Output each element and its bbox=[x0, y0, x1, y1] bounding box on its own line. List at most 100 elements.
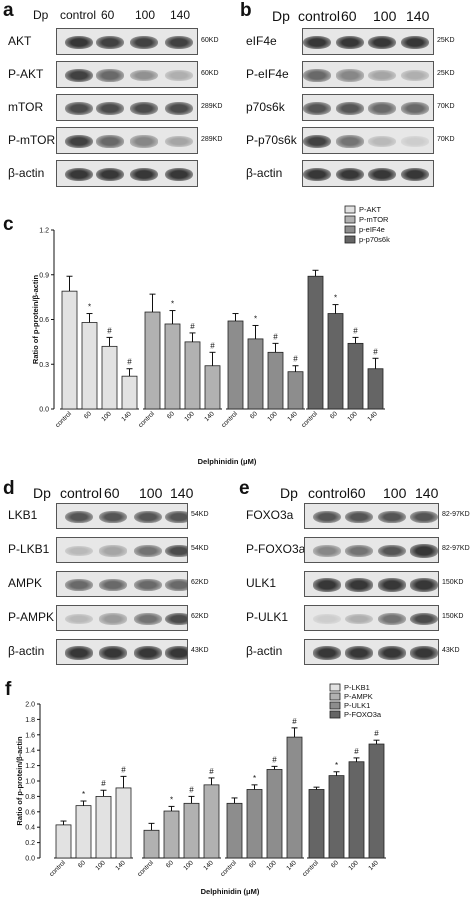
dose-header: 60 bbox=[350, 485, 366, 501]
protein-band bbox=[401, 69, 429, 82]
blot-strip bbox=[304, 503, 439, 529]
bar bbox=[227, 320, 244, 410]
protein-band bbox=[65, 35, 93, 50]
dose-label: Dp bbox=[33, 485, 51, 501]
bar bbox=[55, 824, 72, 859]
protein-band bbox=[96, 35, 124, 50]
significance-mark: # bbox=[354, 747, 359, 756]
protein-band bbox=[130, 69, 158, 82]
dose-header: 100 bbox=[135, 8, 156, 22]
panel-letter: f bbox=[5, 679, 12, 700]
protein-label: AMPK bbox=[8, 576, 43, 590]
y-tick-label: 0.3 bbox=[39, 362, 49, 369]
protein-band bbox=[130, 35, 158, 50]
protein-label: β-actin bbox=[8, 165, 45, 180]
x-tick-label: 60 bbox=[77, 859, 87, 869]
legend-label: P-AMPK bbox=[344, 692, 373, 701]
protein-band bbox=[130, 101, 158, 116]
protein-band bbox=[165, 167, 193, 182]
x-tick-label: control bbox=[137, 410, 156, 429]
protein-band bbox=[368, 69, 396, 82]
significance-mark: # bbox=[107, 326, 112, 335]
x-tick-label: 60 bbox=[166, 410, 176, 420]
protein-band bbox=[303, 101, 331, 116]
blot-strip bbox=[56, 503, 188, 529]
molecular-weight-label: 60KD bbox=[201, 69, 219, 77]
protein-band bbox=[368, 102, 396, 115]
protein-band bbox=[99, 646, 127, 660]
blot-strip bbox=[56, 28, 198, 55]
protein-band bbox=[165, 612, 187, 626]
protein-band bbox=[165, 544, 187, 558]
bar bbox=[246, 789, 263, 859]
protein-band bbox=[65, 510, 93, 524]
chart-f: f 0.0 0.2 0.4 0.6 0.8 1.0 1.2 1.4 1.6 1.8 2.0 Ratio … bbox=[0, 676, 472, 908]
protein-band bbox=[165, 510, 187, 524]
x-tick-label: 100 bbox=[347, 859, 360, 872]
x-tick-label: 60 bbox=[248, 859, 258, 869]
molecular-weight-label: 60KD bbox=[201, 36, 219, 44]
dose-header: 140 bbox=[170, 485, 194, 501]
x-tick-label: 140 bbox=[366, 410, 379, 423]
blot-strip bbox=[56, 160, 198, 187]
protein-band bbox=[303, 69, 331, 82]
x-tick-label: 100 bbox=[265, 859, 278, 872]
x-tick-label: 60 bbox=[330, 859, 340, 869]
protein-band bbox=[368, 35, 396, 50]
protein-band bbox=[65, 646, 93, 660]
bar bbox=[367, 368, 384, 410]
significance-mark: # bbox=[292, 717, 297, 726]
x-tick-label: 100 bbox=[346, 410, 359, 423]
x-tick-label: control bbox=[300, 410, 319, 429]
protein-band bbox=[303, 35, 331, 50]
significance-mark: # bbox=[273, 332, 278, 341]
y-tick-label: 1.2 bbox=[25, 763, 35, 770]
significance-mark: # bbox=[121, 765, 126, 774]
protein-label: P-p70s6k bbox=[246, 132, 297, 147]
significance-mark: * bbox=[170, 795, 173, 804]
molecular-weight-label: 82-97KD bbox=[442, 545, 470, 552]
protein-band bbox=[134, 578, 162, 592]
protein-band bbox=[410, 612, 438, 626]
y-tick-label: 1.8 bbox=[25, 717, 35, 724]
x-tick-label: 100 bbox=[94, 859, 107, 872]
y-tick-label: 0.6 bbox=[25, 809, 35, 816]
protein-band bbox=[336, 35, 364, 50]
bar bbox=[348, 761, 365, 859]
molecular-weight-label: 82-97KD bbox=[442, 511, 470, 518]
x-tick-label: control bbox=[301, 859, 320, 878]
chart-c: c 0.0 0.3 0.6 0.9 1.2 Ratio of p-protein/β-act… bbox=[0, 200, 472, 475]
y-tick-label: 0.4 bbox=[25, 825, 35, 832]
x-tick-label: 100 bbox=[266, 410, 279, 423]
protein-label: mTOR bbox=[8, 99, 44, 114]
molecular-weight-label: 70KD bbox=[437, 135, 455, 143]
bar bbox=[81, 322, 98, 410]
blot-strip bbox=[304, 639, 439, 665]
x-tick-label: control bbox=[48, 859, 67, 878]
protein-band bbox=[130, 135, 158, 148]
molecular-weight-label: 70KD bbox=[437, 102, 455, 110]
protein-band bbox=[65, 545, 93, 557]
protein-label: P-eIF4e bbox=[246, 66, 289, 81]
legend-swatch bbox=[329, 710, 341, 719]
y-tick-label: 1.6 bbox=[25, 732, 35, 739]
y-tick-label: 1.2 bbox=[39, 228, 49, 235]
protein-label: P-AMPK bbox=[8, 610, 55, 624]
protein-band bbox=[410, 510, 438, 524]
protein-band bbox=[65, 578, 93, 592]
protein-band bbox=[165, 69, 193, 82]
bar bbox=[115, 787, 132, 859]
legend-label: p-eIF4e bbox=[359, 225, 385, 234]
protein-band bbox=[96, 69, 124, 82]
western-blot-panel-b: b Dp control 60 100 140 eIF4e 25KD P-eIF4e 25KD p7… bbox=[236, 0, 472, 195]
bar bbox=[328, 775, 345, 859]
bar bbox=[308, 789, 325, 859]
protein-band bbox=[165, 646, 187, 660]
bar bbox=[183, 802, 200, 859]
dose-header: 100 bbox=[373, 8, 397, 24]
protein-band bbox=[313, 578, 341, 592]
protein-band bbox=[313, 646, 341, 660]
x-axis-label: Delphinidin (μM) bbox=[201, 887, 260, 896]
significance-mark: # bbox=[353, 326, 358, 335]
protein-label: FOXO3a bbox=[246, 508, 294, 522]
